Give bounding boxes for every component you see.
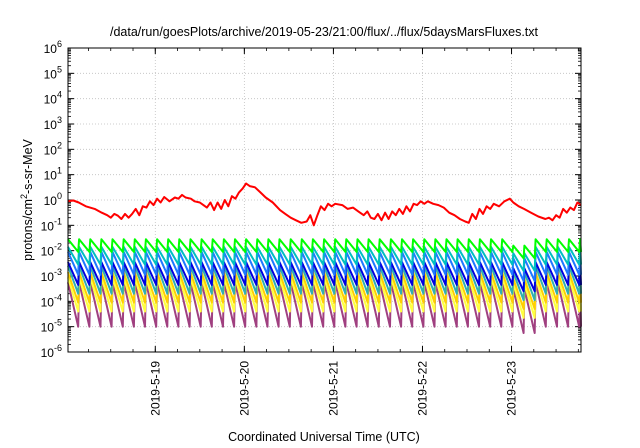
y-tick-label: 105 (44, 64, 62, 81)
x-tick-label: 2019-5-22 (415, 361, 429, 416)
series-line (67, 182, 582, 227)
x-tick-label: 2019-5-19 (148, 361, 162, 416)
y-tick-label: 10-1 (41, 216, 62, 233)
y-axis-title-sup: 2 (19, 194, 29, 199)
y-tick-label: 103 (44, 115, 62, 132)
y-axis-title-pre: protons/cm (21, 199, 35, 261)
y-tick-label: 10-2 (41, 242, 62, 259)
y-axis-title-post: -s-sr-MeV (21, 138, 35, 194)
y-tick-label: 104 (44, 90, 62, 107)
series-line (67, 245, 582, 272)
y-tick-label: 106 (44, 39, 62, 56)
y-tick-label: 10-5 (41, 318, 62, 335)
y-tick-label: 101 (44, 166, 62, 183)
y-tick-label: 10-4 (41, 292, 62, 309)
y-axis-ticks: 10-6 10-5 10-4 10-3 10-2 10-1 100 101 102 103 104 1… (41, 39, 581, 360)
data-series (67, 182, 582, 334)
chart-title: /data/run/goesPlots/archive/2019-05-23/2… (110, 25, 539, 39)
x-tick-label: 2019-5-23 (505, 361, 519, 416)
x-tick-label: 2019-5-20 (237, 361, 251, 416)
plot-frame (67, 47, 582, 353)
x-tick-label: 2019-5-21 (326, 361, 340, 416)
series-line (67, 238, 582, 260)
y-tick-label: 100 (44, 191, 62, 208)
x-axis-title: Coordinated Universal Time (UTC) (228, 430, 420, 444)
y-tick-label: 10-3 (41, 267, 62, 284)
y-axis-title: protons/cm2-s-sr-MeV (19, 138, 35, 260)
y-tick-label: 10-6 (41, 343, 62, 360)
x-axis-ticks: 2019-5-19 2019-5-20 2019-5-21 2019-5-22 2019… (88, 48, 579, 416)
y-tick-label: 102 (44, 140, 62, 157)
